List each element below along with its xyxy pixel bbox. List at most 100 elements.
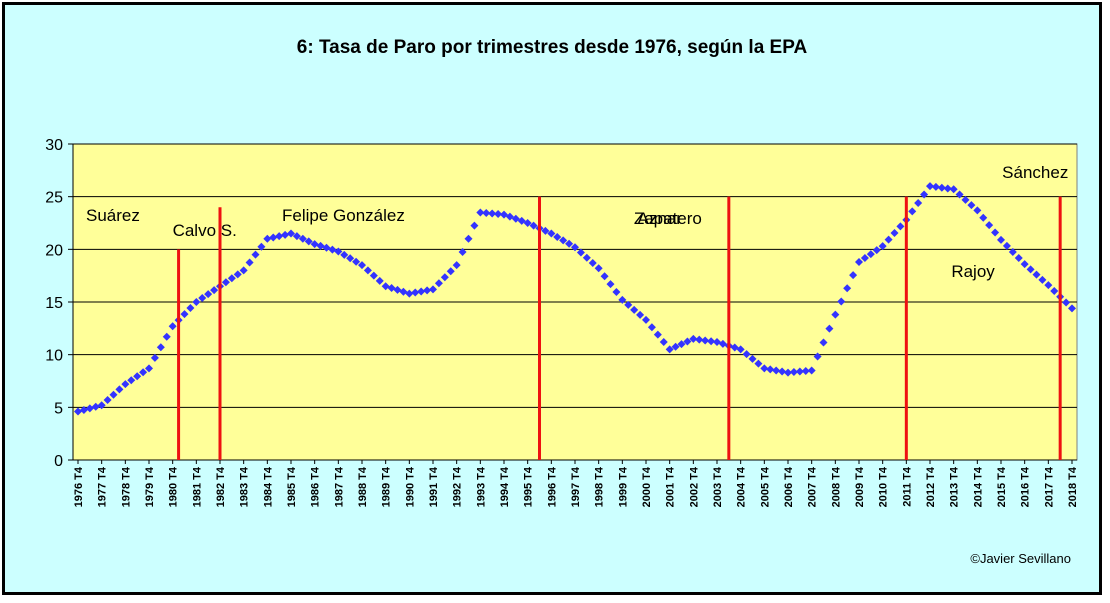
x-tick-label: 1978 T4 — [120, 466, 132, 507]
copyright-credit: ©Javier Sevillano — [970, 551, 1071, 566]
y-tick-label: 20 — [45, 242, 63, 259]
government-label: Rajoy — [951, 262, 995, 281]
data-point — [730, 343, 739, 352]
data-point — [576, 248, 585, 257]
x-tick-label: 1983 T4 — [239, 466, 251, 507]
data-point — [352, 257, 361, 266]
data-point — [766, 365, 775, 374]
x-tick-label: 1977 T4 — [97, 466, 109, 507]
data-point — [553, 232, 562, 241]
data-point — [736, 345, 745, 354]
x-tick-label: 1982 T4 — [215, 466, 227, 507]
data-point — [340, 250, 349, 259]
data-point — [718, 339, 727, 348]
data-point — [1020, 260, 1029, 269]
data-point — [464, 234, 473, 243]
government-label: Suárez — [86, 206, 140, 225]
data-point — [523, 219, 532, 227]
data-point — [334, 247, 343, 256]
data-point — [1008, 247, 1017, 256]
data-point — [979, 213, 988, 222]
data-point — [245, 258, 254, 267]
data-point — [784, 368, 792, 377]
data-point — [470, 221, 479, 230]
data-point — [642, 315, 650, 324]
data-point — [760, 364, 769, 373]
data-point — [837, 297, 846, 306]
data-point — [647, 323, 656, 332]
y-tick-label: 30 — [45, 137, 63, 154]
chart-svg: 0 5 10 15 20 25 30 1976 T4 1977 T4 1978 T4 1979 T4… — [45, 137, 1079, 507]
data-point — [121, 380, 130, 389]
data-point — [133, 372, 142, 381]
x-tick-label: 1992 T4 — [452, 466, 464, 507]
data-point — [559, 236, 568, 245]
y-tick-label: 15 — [45, 295, 63, 312]
data-point — [139, 368, 148, 377]
x-tick-label: 1995 T4 — [523, 466, 535, 507]
data-point — [926, 182, 934, 191]
data-point — [281, 230, 290, 239]
data-point — [304, 237, 313, 246]
data-point — [541, 226, 550, 235]
data-point — [310, 240, 319, 249]
x-tick-label: 2014 T4 — [972, 466, 984, 507]
data-point — [565, 239, 574, 248]
data-point — [1038, 275, 1047, 284]
data-point — [85, 404, 94, 413]
data-point — [855, 257, 863, 266]
data-point — [251, 250, 260, 259]
x-tick-label: 2017 T4 — [1043, 466, 1055, 507]
x-tick-label: 1996 T4 — [546, 466, 558, 507]
data-point — [943, 184, 952, 193]
data-point — [872, 246, 881, 255]
data-point — [210, 286, 219, 295]
data-point — [363, 266, 372, 275]
x-tick-label: 1984 T4 — [262, 466, 274, 507]
data-point — [636, 310, 645, 319]
data-point — [683, 337, 692, 346]
data-point — [115, 385, 124, 394]
data-point — [1050, 286, 1059, 295]
y-tick-label: 25 — [45, 190, 63, 207]
x-tick-label: 2010 T4 — [878, 466, 890, 507]
data-point — [801, 366, 810, 375]
x-tick-label: 2008 T4 — [830, 466, 842, 507]
data-point — [1026, 265, 1035, 274]
x-tick-label: 1976 T4 — [73, 466, 85, 507]
data-point — [529, 221, 538, 230]
x-tick-label: 2012 T4 — [925, 466, 937, 507]
data-point — [269, 233, 278, 242]
data-point — [665, 345, 674, 354]
data-point — [458, 247, 467, 256]
data-point — [600, 272, 609, 281]
data-point — [813, 352, 822, 361]
data-point — [145, 364, 153, 373]
data-point — [1032, 270, 1041, 279]
data-point — [825, 324, 834, 333]
data-point — [292, 232, 301, 241]
x-tick-label: 2000 T4 — [641, 466, 653, 507]
data-point — [955, 190, 964, 199]
data-point — [896, 222, 905, 231]
data-point — [677, 340, 686, 349]
data-point — [588, 259, 597, 268]
data-point — [713, 338, 721, 347]
data-point — [630, 305, 639, 314]
data-point — [476, 208, 485, 217]
data-point — [275, 232, 284, 241]
data-point — [180, 310, 189, 319]
x-tick-label: 1985 T4 — [286, 466, 298, 507]
data-point — [192, 298, 201, 306]
x-tick-label: 2001 T4 — [665, 466, 677, 507]
data-point — [931, 182, 940, 191]
data-point — [387, 284, 396, 293]
data-point — [369, 271, 378, 280]
x-tick-label: 2016 T4 — [1020, 466, 1032, 507]
data-point — [707, 337, 716, 346]
x-tick-label: 1986 T4 — [310, 466, 322, 507]
data-point — [571, 243, 579, 252]
data-point — [949, 185, 958, 194]
data-point — [1068, 304, 1076, 313]
data-point — [74, 407, 82, 416]
